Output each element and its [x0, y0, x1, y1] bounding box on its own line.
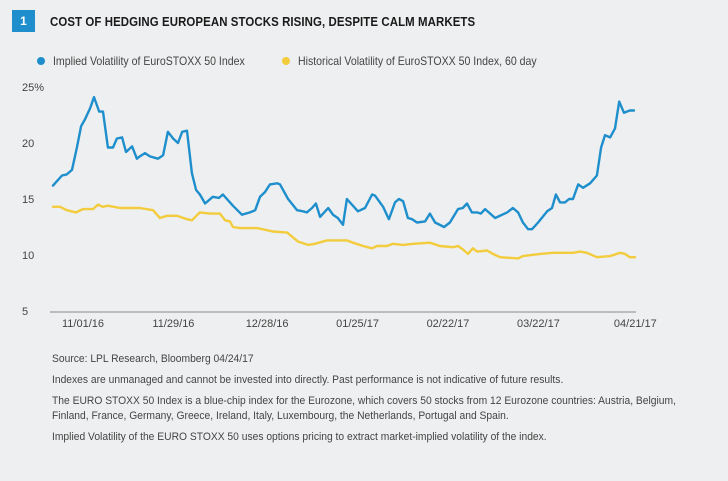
y-tick-label: 25%	[22, 82, 44, 94]
legend-dot-icon	[282, 57, 290, 65]
legend-item-implied: Implied Volatility of EuroSTOXX 50 Index	[37, 54, 271, 68]
y-tick-label: 5	[22, 306, 28, 318]
y-tick-label: 10	[22, 250, 34, 262]
x-tick-label: 03/22/17	[517, 318, 560, 330]
legend-label: Historical Volatility of EuroSTOXX 50 In…	[298, 54, 537, 68]
footnotes: Source: LPL Research, Bloomberg 04/24/17…	[52, 352, 692, 451]
x-tick-label: 12/28/16	[246, 318, 289, 330]
definition-note: The EURO STOXX 50 Index is a blue-chip i…	[52, 395, 676, 422]
y-tick-label: 20	[22, 138, 34, 150]
source-note: Source: LPL Research, Bloomberg 04/24/17	[52, 353, 254, 365]
figure-number-badge: 1	[12, 10, 35, 32]
chart-title: COST OF HEDGING EUROPEAN STOCKS RISING, …	[50, 14, 476, 29]
x-tick-label: 01/25/17	[336, 318, 379, 330]
legend-item-historical: Historical Volatility of EuroSTOXX 50 In…	[282, 54, 569, 68]
x-tick-label: 02/22/17	[427, 318, 470, 330]
x-tick-label: 04/21/17	[614, 318, 657, 330]
historical-volatility-line	[51, 203, 637, 260]
implied-volatility-note: Implied Volatility of the EURO STOXX 50 …	[52, 431, 547, 443]
line-chart: 25% 20 15 10 5 11/01/16 11/29/16 12/28/16 01/25/…	[22, 82, 657, 330]
legend-dot-icon	[37, 57, 45, 65]
x-tick-label: 11/01/16	[62, 318, 104, 330]
implied-volatility-line	[51, 95, 636, 231]
disclaimer-note: Indexes are unmanaged and cannot be inve…	[52, 374, 564, 386]
legend-label: Implied Volatility of EuroSTOXX 50 Index	[53, 54, 245, 68]
x-tick-label: 11/29/16	[152, 318, 194, 330]
y-tick-label: 15	[22, 194, 34, 206]
